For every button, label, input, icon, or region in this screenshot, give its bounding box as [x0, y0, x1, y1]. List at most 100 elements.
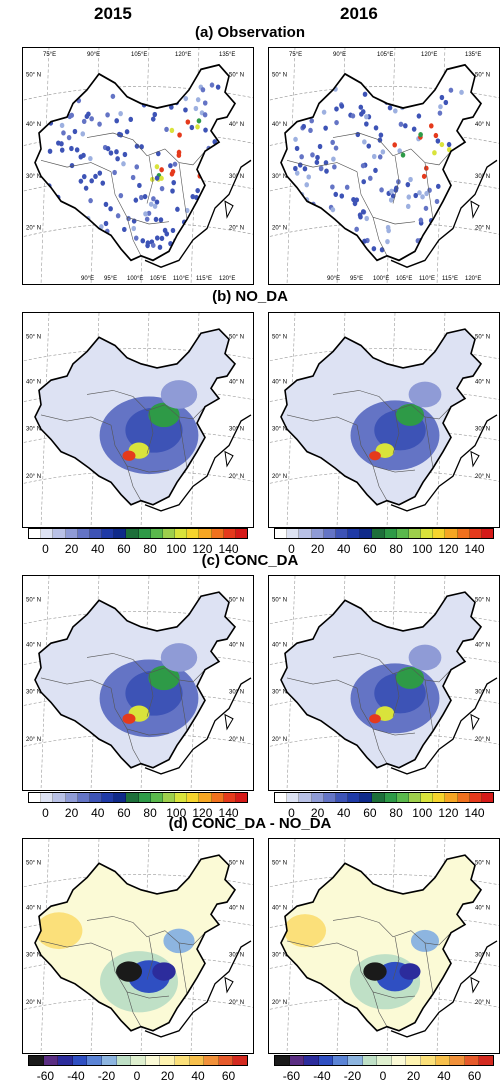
station-dot — [432, 233, 437, 239]
station-dot — [392, 142, 397, 148]
station-dot — [421, 173, 427, 179]
field-blob — [152, 962, 176, 981]
station-dot — [324, 243, 329, 249]
station-dot — [459, 188, 465, 194]
colorbar-conc-da-2015 — [28, 792, 248, 803]
island-outline — [470, 976, 480, 994]
colorbar-swatch — [65, 793, 78, 802]
station-dot — [462, 183, 467, 189]
station-dot — [169, 171, 175, 177]
lat-label-left: 30° N — [272, 953, 287, 959]
station-dot — [323, 84, 329, 90]
colorbar-swatch — [360, 793, 373, 802]
station-dot — [354, 226, 359, 232]
lon-label-top: 135°E — [465, 52, 481, 58]
lat-label-left: 20° N — [26, 1000, 41, 1006]
station-dot — [108, 206, 113, 212]
latitude-line — [269, 348, 499, 362]
colorbar-swatch — [199, 793, 212, 802]
colorbar-swatch — [150, 793, 163, 802]
station-dot — [199, 218, 205, 224]
station-dot — [139, 144, 144, 150]
lat-label-right: 20° N — [475, 737, 490, 743]
coastline — [144, 159, 252, 268]
colorbar-tick-label: 120 — [192, 542, 213, 556]
station-dot — [97, 170, 103, 176]
colorbar-swatch — [318, 1056, 334, 1065]
lat-labels: 50° N 50° N 40° N 40° N 30° N 30° N 20° N 20° N… — [26, 52, 244, 282]
lat-label-left: 40° N — [26, 380, 41, 386]
province-border — [372, 217, 388, 256]
station-dot — [362, 238, 367, 244]
colorbar-swatch — [275, 529, 288, 538]
colorbar-swatch — [362, 1056, 378, 1065]
field-blob — [408, 381, 442, 408]
station-dot — [311, 218, 316, 224]
station-dot — [93, 173, 98, 179]
station-dot — [170, 188, 175, 194]
station-dot — [319, 229, 325, 235]
station-dot — [59, 209, 65, 216]
province-border — [146, 936, 154, 980]
lat-label-right: 20° N — [475, 226, 490, 232]
colorbar-swatch — [65, 529, 78, 538]
map-group — [269, 839, 499, 1053]
lat-label-right: 20° N — [229, 737, 244, 743]
lon-label-bottom: 115°E — [196, 276, 212, 282]
lat-label-right: 50° N — [229, 598, 244, 604]
station-dot — [437, 110, 443, 116]
province-border — [392, 936, 400, 980]
station-dot — [381, 86, 387, 92]
station-dot — [134, 143, 140, 149]
field-blob — [399, 963, 421, 980]
station-dot — [295, 241, 300, 247]
year-label-2015: 2015 — [94, 4, 132, 23]
station-dot — [301, 123, 307, 130]
colorbar-swatch — [162, 793, 176, 802]
lon-label-bottom: 110°E — [419, 276, 435, 282]
colorbar-tick-label: 60 — [117, 542, 131, 556]
colorbar-swatch — [445, 529, 458, 538]
colorbar-tick-label: 0 — [133, 1069, 141, 1083]
colorbar-tick-label: 60 — [117, 806, 131, 820]
map-group — [269, 313, 499, 527]
station-dot — [435, 183, 441, 189]
province-border — [146, 155, 154, 204]
station-dot — [430, 78, 435, 84]
station-dot — [428, 123, 434, 129]
station-dot — [207, 240, 213, 247]
lon-label-bottom: 100°E — [373, 276, 389, 282]
island-outline — [224, 713, 234, 731]
station-dot — [439, 141, 445, 148]
station-dot — [115, 156, 120, 162]
station-dot — [393, 108, 398, 114]
station-dot — [352, 200, 358, 207]
colorbar-swatch — [377, 1056, 392, 1065]
colorbar-swatch — [102, 529, 115, 538]
station-dot — [309, 85, 315, 91]
station-dot — [295, 218, 300, 225]
latitude-line — [269, 611, 499, 625]
map-group — [23, 313, 253, 527]
station-dot — [81, 118, 87, 124]
station-dot — [377, 154, 383, 160]
station-dot — [105, 112, 110, 118]
lat-label-left: 40° N — [272, 643, 287, 649]
province-border — [286, 677, 358, 689]
province-border — [424, 679, 434, 732]
china-outline — [280, 328, 483, 506]
colorbar-swatch — [450, 1056, 465, 1065]
map-panel-no-da-2015: 50° N 50° N 40° N 40° N 30° N 30° N 20° N 20° N — [22, 312, 254, 528]
province-border — [146, 673, 154, 717]
station-dot — [134, 164, 140, 170]
colorbar-swatch — [114, 793, 127, 802]
colorbar-swatch — [87, 1056, 102, 1065]
lat-label-right: 30° N — [229, 953, 244, 959]
station-dot — [154, 199, 160, 205]
latitude-line — [23, 733, 253, 747]
colorbar-tick-label: -40 — [67, 1069, 85, 1083]
station-dot — [143, 211, 148, 217]
colorbar-tick-label: 80 — [143, 542, 157, 556]
colorbar-swatch — [457, 529, 470, 538]
colorbar-tick-label: -60 — [282, 1069, 301, 1083]
